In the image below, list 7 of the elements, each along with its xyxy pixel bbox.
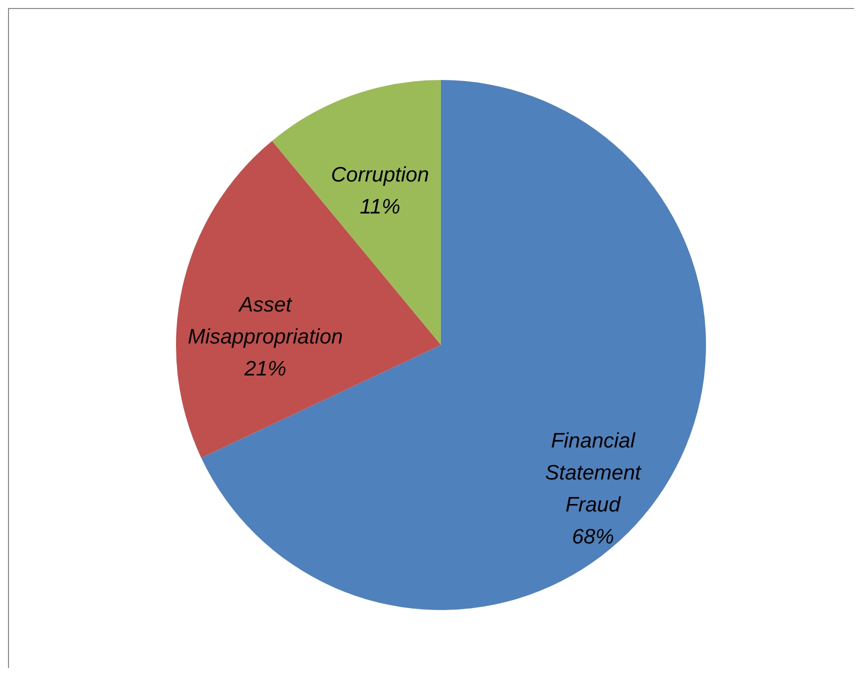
data-label: 21% [243, 358, 286, 381]
slice-label: Financial Statement Fraud [545, 429, 642, 516]
slice-label: Corruption [330, 164, 430, 187]
data-label: 68% [572, 525, 614, 548]
data-label: 11% [360, 196, 400, 219]
pie-slice [176, 140, 441, 458]
slice-label: Asset Misappropriation [188, 294, 343, 349]
